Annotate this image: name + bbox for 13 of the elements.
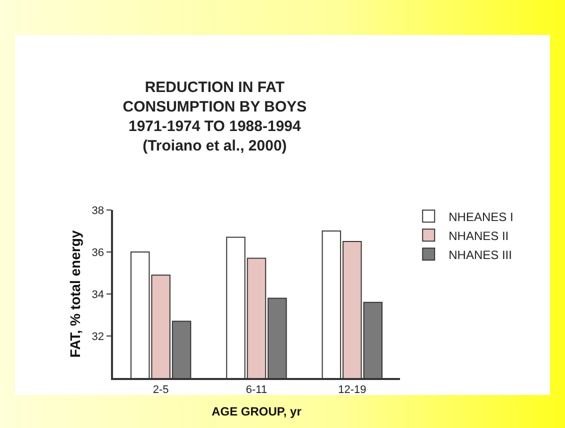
legend-label: NHEANES I: [448, 210, 514, 224]
chart-title: REDUCTION IN FAT CONSUMPTION BY BOYS 1971-1974 TO 1988-1994 (Troiano et al., 2000): [122, 79, 307, 154]
x-tick-label: 6-11: [246, 384, 268, 396]
y-tick-label: 34: [92, 288, 104, 301]
y-tick-label: 32: [92, 330, 104, 343]
x-tick-label: 12-19: [338, 384, 366, 396]
y-tick-label: 38: [92, 204, 104, 217]
legend-label: NHANES II: [448, 228, 509, 243]
y-axis-title: FAT, % total energy: [66, 230, 83, 358]
y-tick-label: 36: [92, 246, 104, 259]
legend-label: NHANES III: [448, 248, 512, 262]
x-tick-label: 2-5: [152, 384, 169, 396]
x-axis-title: AGE GROUP, yr: [212, 404, 302, 418]
